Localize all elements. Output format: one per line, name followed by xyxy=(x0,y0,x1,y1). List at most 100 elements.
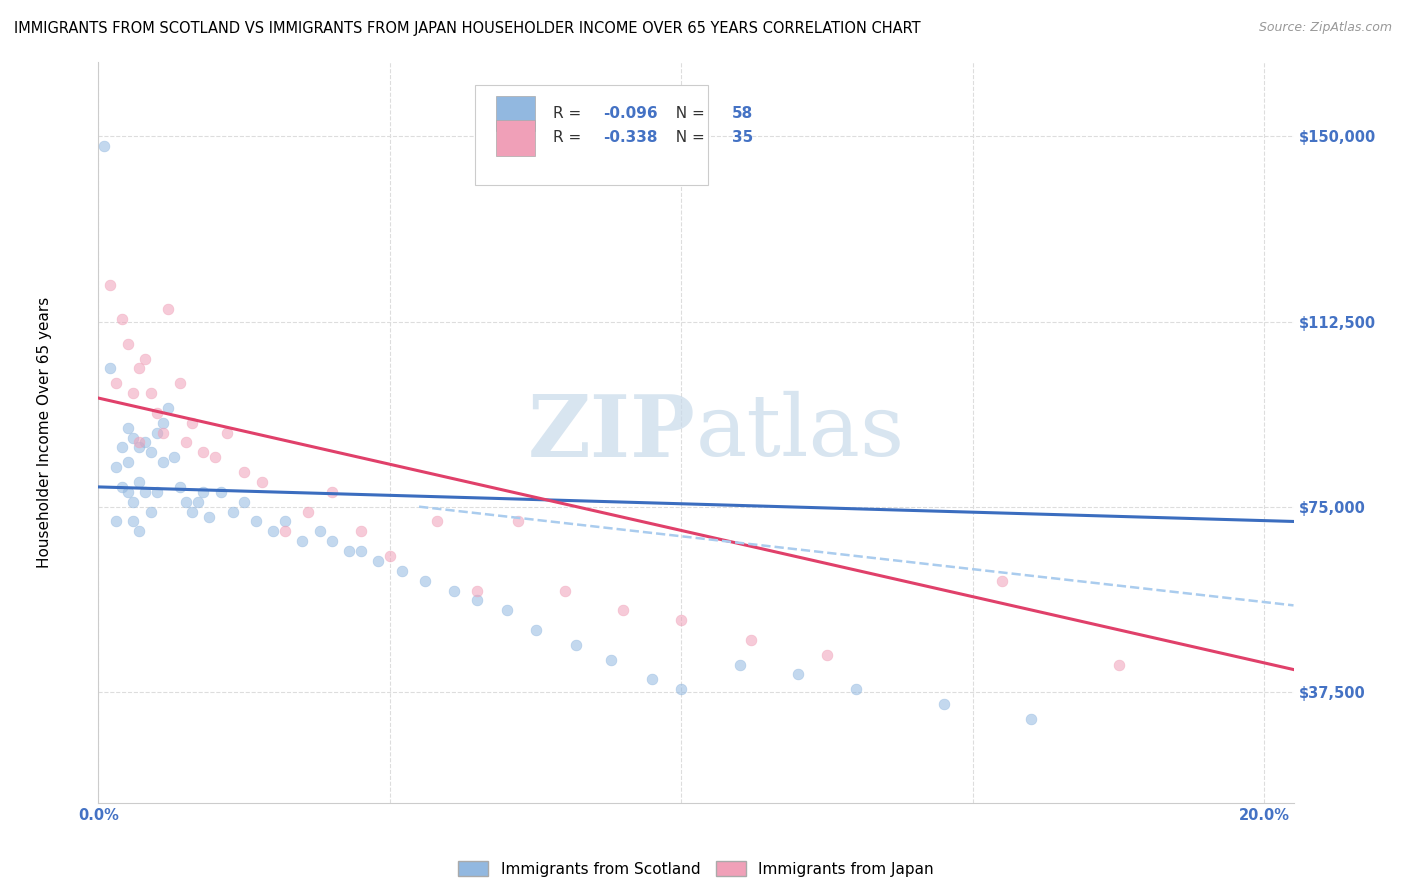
Point xyxy=(565,638,588,652)
Point xyxy=(169,376,191,391)
Point xyxy=(152,455,174,469)
Point xyxy=(93,139,115,153)
Point xyxy=(128,361,150,376)
Point xyxy=(309,524,332,539)
Point xyxy=(508,515,530,529)
Point xyxy=(250,475,273,489)
Point xyxy=(157,401,180,415)
Point xyxy=(991,574,1014,588)
Point xyxy=(128,524,150,539)
Point xyxy=(98,277,121,292)
Point xyxy=(139,505,162,519)
Point xyxy=(145,425,167,440)
Text: Source: ZipAtlas.com: Source: ZipAtlas.com xyxy=(1258,21,1392,34)
Point xyxy=(815,648,838,662)
Text: 58: 58 xyxy=(733,106,754,121)
Point xyxy=(274,515,297,529)
Text: atlas: atlas xyxy=(696,391,905,475)
Point xyxy=(134,435,156,450)
Point xyxy=(145,484,167,499)
Point xyxy=(104,460,127,475)
Point xyxy=(787,667,810,681)
Point xyxy=(495,603,517,617)
Point xyxy=(740,632,762,647)
Point xyxy=(117,420,139,434)
Point xyxy=(111,441,134,455)
Point xyxy=(180,505,202,519)
Point xyxy=(134,484,156,499)
Point xyxy=(350,544,373,558)
Point xyxy=(117,336,139,351)
Point xyxy=(321,484,343,499)
Point xyxy=(443,583,465,598)
FancyBboxPatch shape xyxy=(496,120,534,156)
Point xyxy=(128,475,150,489)
Point xyxy=(641,673,664,687)
Point xyxy=(1108,657,1130,672)
Point xyxy=(233,465,256,479)
Point xyxy=(262,524,284,539)
Text: N =: N = xyxy=(666,130,710,145)
Point xyxy=(145,406,167,420)
Point xyxy=(98,361,121,376)
Point xyxy=(209,484,232,499)
Text: IMMIGRANTS FROM SCOTLAND VS IMMIGRANTS FROM JAPAN HOUSEHOLDER INCOME OVER 65 YEA: IMMIGRANTS FROM SCOTLAND VS IMMIGRANTS F… xyxy=(14,21,921,36)
Point xyxy=(128,441,150,455)
Point xyxy=(524,623,547,637)
Point xyxy=(215,425,238,440)
Point xyxy=(193,445,215,459)
Point xyxy=(1019,712,1042,726)
Text: 35: 35 xyxy=(733,130,754,145)
Point xyxy=(198,509,221,524)
Point xyxy=(122,431,145,445)
Point xyxy=(932,697,955,711)
Point xyxy=(122,494,145,508)
FancyBboxPatch shape xyxy=(475,85,709,185)
Point xyxy=(174,494,197,508)
Point xyxy=(337,544,360,558)
Point xyxy=(152,416,174,430)
Point xyxy=(111,480,134,494)
Point xyxy=(467,593,489,607)
Point xyxy=(186,494,208,508)
Point xyxy=(122,515,145,529)
Point xyxy=(139,386,162,401)
Point xyxy=(378,549,401,563)
Point xyxy=(204,450,226,465)
Point xyxy=(169,480,191,494)
Point xyxy=(180,416,202,430)
Point xyxy=(111,312,134,326)
Point xyxy=(413,574,436,588)
Point xyxy=(467,583,489,598)
Point xyxy=(425,515,447,529)
Text: Householder Income Over 65 years: Householder Income Over 65 years xyxy=(37,297,52,568)
Text: -0.096: -0.096 xyxy=(603,106,658,121)
Point xyxy=(104,515,127,529)
Point xyxy=(134,351,156,366)
Point xyxy=(163,450,186,465)
Text: ZIP: ZIP xyxy=(529,391,696,475)
Point xyxy=(671,613,693,627)
Text: N =: N = xyxy=(666,106,710,121)
Point xyxy=(671,682,693,697)
Point xyxy=(128,435,150,450)
Point xyxy=(233,494,256,508)
FancyBboxPatch shape xyxy=(496,95,534,131)
Point xyxy=(139,445,162,459)
Text: -0.338: -0.338 xyxy=(603,130,657,145)
Point xyxy=(391,564,413,578)
Point xyxy=(157,302,180,317)
Point xyxy=(291,534,314,549)
Point xyxy=(221,505,243,519)
Point xyxy=(122,386,145,401)
Point xyxy=(367,554,389,568)
Point xyxy=(152,425,174,440)
Text: R =: R = xyxy=(553,106,586,121)
Point xyxy=(193,484,215,499)
Point xyxy=(297,505,319,519)
Legend: Immigrants from Scotland, Immigrants from Japan: Immigrants from Scotland, Immigrants fro… xyxy=(458,861,934,877)
Point xyxy=(600,653,623,667)
Point xyxy=(245,515,267,529)
Point xyxy=(117,455,139,469)
Point xyxy=(117,484,139,499)
